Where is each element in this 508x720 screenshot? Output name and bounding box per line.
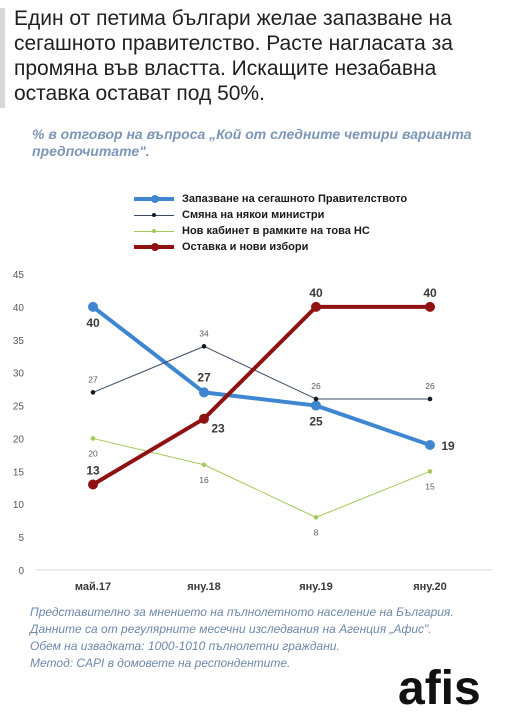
legend-label: Оставка и нови избори [182,241,309,253]
data-label: 40 [309,286,323,300]
data-label: 27 [88,374,98,384]
data-point [311,301,321,312]
series-line [91,304,432,487]
legend-swatch [134,243,174,251]
methodology-note: Представително за мнението на пълнолетно… [30,604,480,672]
data-point [88,479,98,490]
y-tick-label: 10 [13,500,25,511]
legend-label: Запазване на сегашното Правителството [182,193,408,205]
note-line: Метод: CAPI в домовете на респондентите. [30,656,291,670]
data-label: 26 [425,381,435,391]
data-label: 16 [199,475,209,485]
data-label: 34 [199,328,209,338]
data-point [199,413,209,424]
data-point [90,390,96,395]
data-point [199,387,209,398]
legend-swatch [134,195,174,203]
data-point [313,515,319,520]
data-label: 40 [86,316,100,330]
x-tick-label: яну.20 [413,581,447,593]
series-line [92,437,431,518]
x-tick-label: яну.18 [187,581,221,593]
chart-legend: Запазване на сегашното Правителството См… [134,191,407,255]
data-point [313,396,319,402]
data-label: 25 [309,415,323,429]
data-label: 40 [423,286,437,300]
data-point [88,301,98,312]
legend-item-resign-elections: Оставка и нови избори [134,239,407,255]
y-tick-label: 40 [13,303,25,314]
legend-label: Смяна на някои министри [182,209,325,221]
data-label: 8 [314,527,319,537]
data-label: 13 [86,463,100,477]
data-point [201,344,207,349]
y-tick-label: 30 [13,369,25,380]
legend-item-keep-government: Запазване на сегашното Правителството [134,191,407,207]
note-line: Данните са от регулярните месечни изслед… [30,622,432,636]
line-chart: 0 5 10 15 20 25 30 35 40 45 май.17 яну.18 яну.19 яну.… [13,270,492,593]
series-line [92,345,431,400]
y-tick-label: 35 [13,336,25,347]
headline: Един от петима българи желае запазване н… [14,7,453,105]
y-tick-label: 15 [13,467,25,478]
y-tick-label: 5 [18,533,24,544]
data-label: 15 [425,481,435,491]
legend-item-new-cabinet: Нов кабинет в рамките на това НС [134,223,407,239]
legend-swatch [134,229,174,233]
note-line: Обем на извадката: 1000-1010 пълнолетни … [30,639,340,653]
logo-text: afis [398,662,481,714]
data-label: 20 [88,448,98,458]
data-point [201,462,207,468]
chart-subtitle: % в отговор на въпроса „Кой от следните … [32,126,472,159]
headline-accent-bar [0,8,5,108]
x-tick-label: май.17 [75,581,111,593]
note-line: Представително за мнението на пълнолетно… [30,605,454,619]
y-tick-label: 25 [13,402,25,413]
data-label: 19 [441,439,455,453]
data-point [425,440,435,451]
data-label: 27 [197,370,211,384]
data-point [427,396,433,402]
data-label: 23 [211,422,225,436]
legend-item-change-ministers: Смяна на някои министри [134,207,407,223]
data-point [427,469,433,474]
data-label: 26 [311,381,321,391]
data-point [425,301,435,312]
y-tick-label: 45 [13,270,25,281]
afis-logo: afis [398,662,481,714]
data-point [311,400,321,411]
legend-label: Нов кабинет в рамките на това НС [182,225,370,237]
data-point [90,436,96,441]
series-line [91,304,432,448]
legend-swatch [134,213,174,217]
x-tick-label: яну.19 [299,581,333,593]
y-tick-label: 20 [13,434,25,445]
y-tick-label: 0 [18,566,24,577]
